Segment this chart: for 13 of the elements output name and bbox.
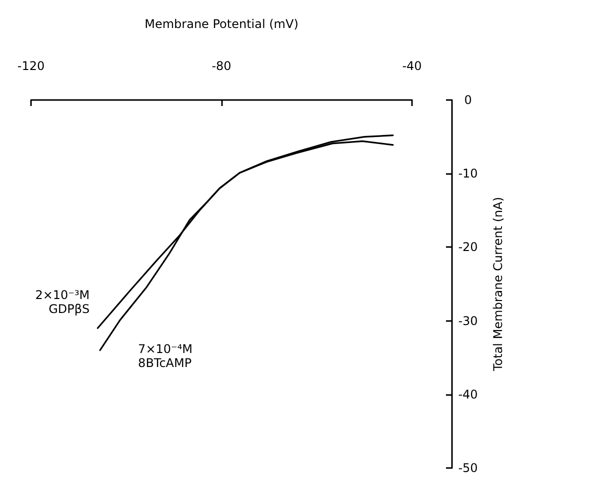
y-tick-label: -20 [458, 240, 478, 254]
x-tick-label: -80 [212, 59, 232, 73]
text: 7×10⁻⁴M 8BTcAMP [138, 342, 193, 370]
y-tick-label: 0 [464, 93, 472, 107]
y-tick-label: -30 [458, 314, 478, 328]
y-tick-label: -10 [458, 166, 478, 181]
y-tick-label: -50 [458, 461, 478, 475]
y-tick-label: -40 [458, 387, 478, 402]
y-axis-title: Total Membrane Current (nA) [491, 196, 505, 372]
x-tick-label: -120 [17, 59, 45, 73]
series-label: 2×10⁻³M GDPβS [35, 288, 90, 316]
x-axis-title: Membrane Potential (mV) [144, 17, 298, 31]
x-tick-label: -40 [402, 59, 422, 73]
